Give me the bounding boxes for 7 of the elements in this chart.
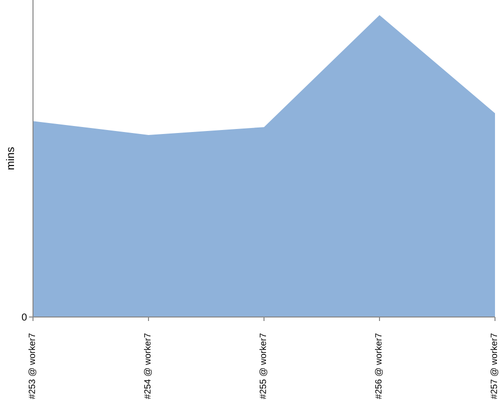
x-tick-label: #253 @ worker7 xyxy=(27,333,37,400)
x-tick-label: #257 @ worker7 xyxy=(489,333,499,400)
x-tick-label: #256 @ worker7 xyxy=(374,333,384,400)
x-tick-label: #254 @ worker7 xyxy=(142,333,152,400)
text: 0 xyxy=(21,312,28,324)
x-tick-label: #255 @ worker7 xyxy=(258,333,268,400)
y-axis-title: mins xyxy=(5,146,17,170)
